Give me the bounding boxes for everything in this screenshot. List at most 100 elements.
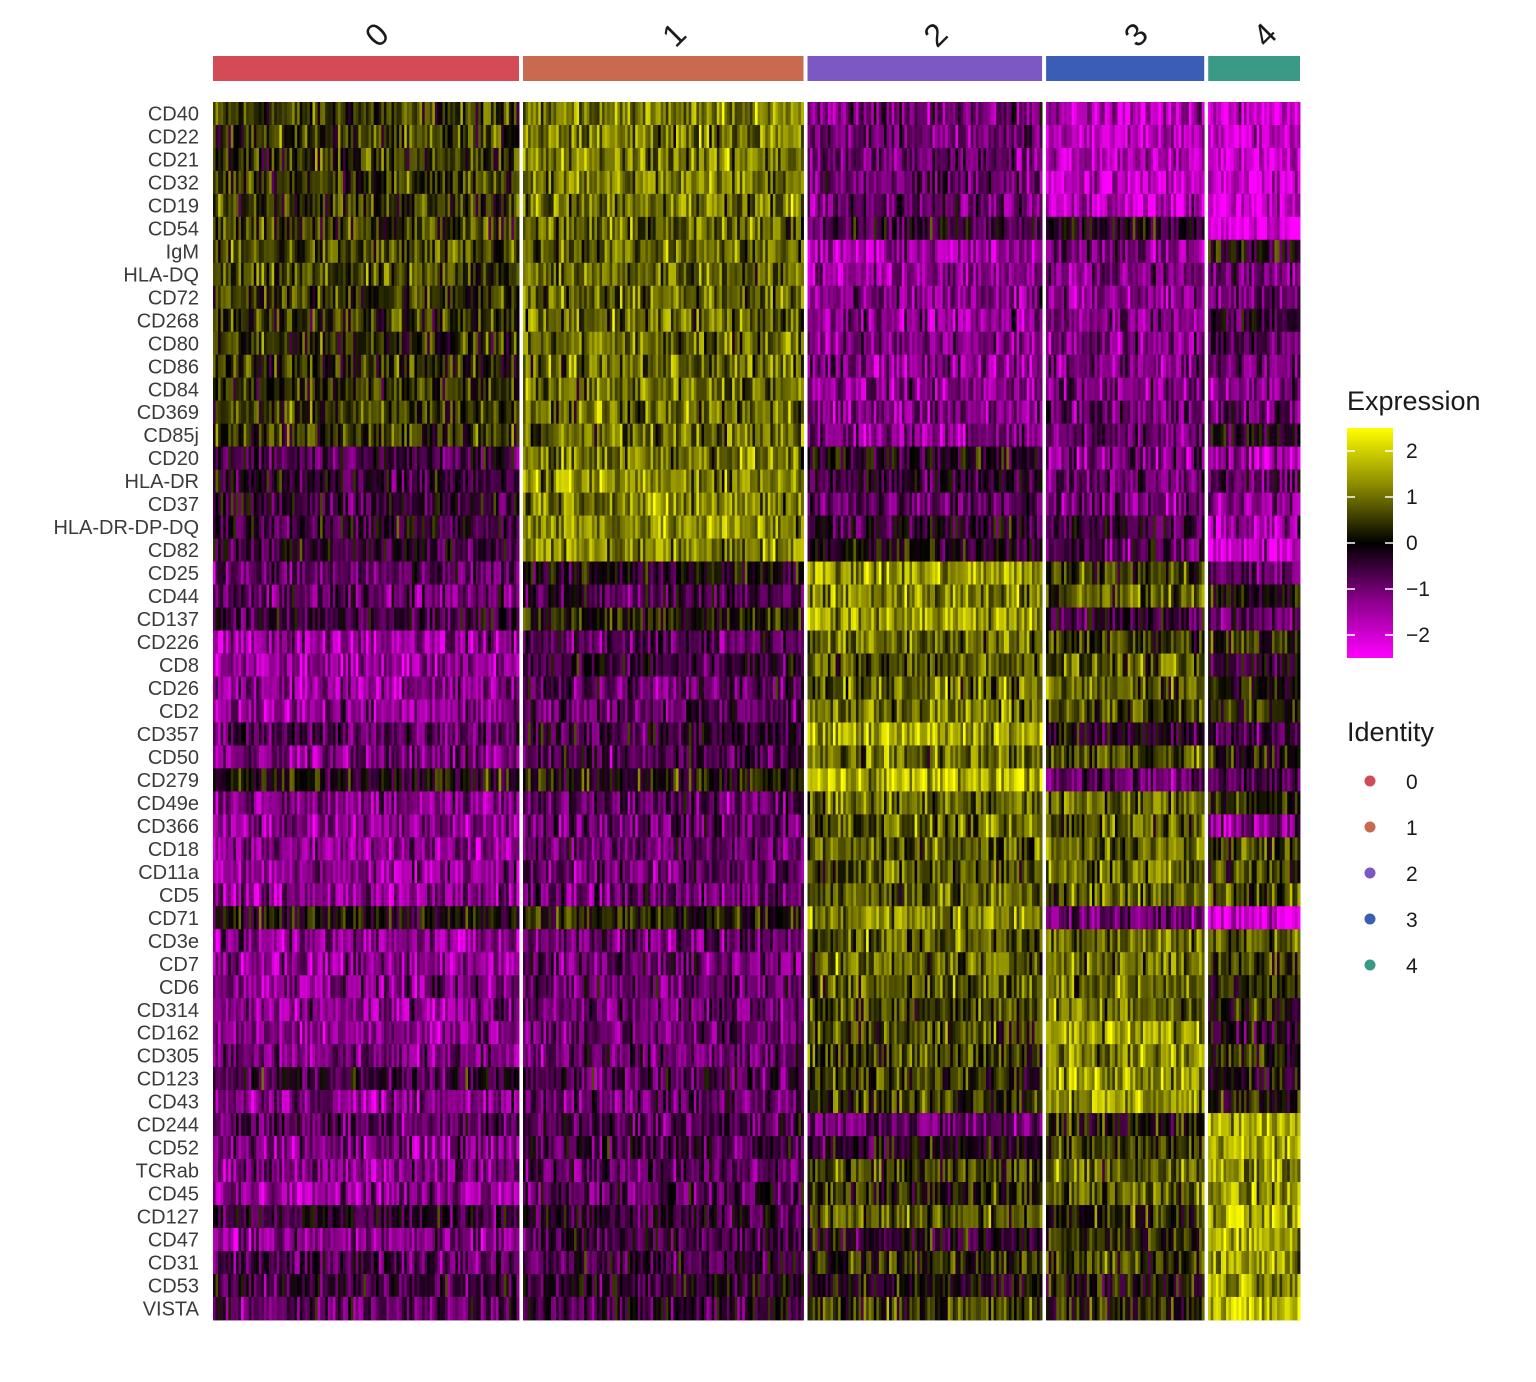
heat-cell-block xyxy=(213,1274,520,1298)
heat-cell-block xyxy=(1046,239,1205,264)
heat-cell-block xyxy=(523,1205,804,1229)
heat-cell-block xyxy=(1046,929,1205,953)
heat-cell-block xyxy=(1208,1044,1301,1068)
heat-cell-block xyxy=(1208,814,1301,838)
cluster-bar-2 xyxy=(807,56,1043,81)
heat-cell-block xyxy=(213,1159,520,1183)
heat-cell-block xyxy=(523,860,804,884)
gene-label: CD3e xyxy=(148,931,199,953)
heat-cell-block xyxy=(213,1044,520,1068)
heat-cell-block xyxy=(523,745,804,769)
heat-cell-block xyxy=(213,515,520,539)
heat-cell-block xyxy=(1046,584,1205,608)
heat-cell-block xyxy=(213,147,520,172)
heat-cell-block xyxy=(1046,837,1205,861)
heat-cell-block xyxy=(1208,1136,1301,1160)
cluster-label-0: 0 xyxy=(358,16,396,54)
cluster-label-1: 1 xyxy=(655,16,693,54)
heat-cell-block xyxy=(1208,216,1301,241)
gene-label: CD279 xyxy=(137,770,199,792)
gene-label: CD305 xyxy=(137,1046,199,1068)
heat-cell-block xyxy=(523,239,804,264)
heat-cell-block xyxy=(213,722,520,746)
identity-legend-label: 0 xyxy=(1406,771,1418,794)
heat-cell-block xyxy=(213,1251,520,1275)
heat-cell-block xyxy=(213,1297,520,1321)
heat-cell-block xyxy=(1208,515,1301,539)
heat-cell-block xyxy=(807,216,1043,241)
heat-cell-block xyxy=(807,1159,1043,1183)
heat-cell-block xyxy=(807,102,1043,126)
heat-cell-block xyxy=(1046,1228,1205,1252)
heat-cell-block xyxy=(807,768,1043,792)
heat-cell-block xyxy=(807,1090,1043,1114)
heat-cell-block xyxy=(213,1228,520,1252)
heat-cell-block xyxy=(1046,285,1205,310)
heat-cell-block xyxy=(1046,998,1205,1022)
gene-label: CD21 xyxy=(148,150,199,172)
legend-tick-label: −1 xyxy=(1406,578,1430,601)
cluster-bar-1 xyxy=(523,56,804,81)
heat-cell-block xyxy=(807,699,1043,723)
heat-cell-block xyxy=(807,745,1043,769)
identity-legend-dot xyxy=(1364,775,1376,787)
legend-identity-title: Identity xyxy=(1347,717,1435,747)
heat-cell-block xyxy=(1208,653,1301,677)
legend-tick-label: 2 xyxy=(1406,440,1418,463)
heat-cell-block xyxy=(523,124,804,149)
legend-tick-label: −2 xyxy=(1406,624,1430,647)
heat-cell-block xyxy=(523,423,804,448)
identity-legend-dot xyxy=(1364,913,1376,925)
heat-cell-block xyxy=(1208,837,1301,861)
heat-cell-block xyxy=(213,262,520,287)
gene-label: CD86 xyxy=(148,356,199,378)
heat-cell-block xyxy=(1046,906,1205,930)
heat-cell-block xyxy=(807,492,1043,516)
heat-cell-block xyxy=(213,446,520,470)
heat-cell-block xyxy=(807,538,1043,562)
heat-cell-block xyxy=(1208,722,1301,746)
heat-cell-block xyxy=(213,906,520,930)
cluster-bar-4 xyxy=(1208,56,1300,81)
gene-label: CD226 xyxy=(137,632,199,654)
legend-tick-label: 0 xyxy=(1406,532,1418,555)
heat-cell-block xyxy=(807,1251,1043,1275)
heat-cell-block xyxy=(523,469,804,493)
heat-cell-block xyxy=(213,1021,520,1045)
heat-cell-block xyxy=(807,239,1043,264)
heat-cell-block xyxy=(213,860,520,884)
heat-cell-block xyxy=(1046,1136,1205,1160)
heat-cell-block xyxy=(213,607,520,631)
heat-cell-block xyxy=(213,975,520,999)
heat-cell-block xyxy=(213,883,520,907)
gene-labels: CD40CD22CD21CD32CD19CD54IgMHLA-DQCD72CD2… xyxy=(53,104,199,1321)
heat-cell-block xyxy=(213,745,520,769)
heat-cell-block xyxy=(807,515,1043,539)
gene-label: CD18 xyxy=(148,839,199,861)
gene-label: CD20 xyxy=(148,448,199,470)
heat-cell-block xyxy=(523,1182,804,1206)
heat-cell-block xyxy=(807,1044,1043,1068)
gene-label: CD19 xyxy=(148,195,199,217)
heat-cell-block xyxy=(1208,699,1301,723)
heat-cell-block xyxy=(1046,124,1205,149)
heat-cell-block xyxy=(807,193,1043,218)
cluster-bar-0 xyxy=(213,56,519,81)
heat-cell-block xyxy=(213,170,520,195)
heat-cell-block xyxy=(1208,952,1301,976)
heat-cell-block xyxy=(523,1113,804,1137)
heat-cell-block xyxy=(1046,791,1205,815)
gene-label: VISTA xyxy=(143,1299,200,1321)
heat-cell-block xyxy=(523,975,804,999)
heat-cell-block xyxy=(1046,262,1205,287)
heat-cell-block xyxy=(1046,952,1205,976)
heat-cell-block xyxy=(523,929,804,953)
heat-cell-block xyxy=(1046,147,1205,172)
heat-cell-block xyxy=(523,584,804,608)
heat-cell-block xyxy=(807,630,1043,654)
heat-cell-block xyxy=(807,584,1043,608)
heat-cell-block xyxy=(1208,768,1301,792)
heat-cell-block xyxy=(523,1067,804,1091)
gene-label: CD32 xyxy=(148,172,199,194)
heat-cell-block xyxy=(807,653,1043,677)
